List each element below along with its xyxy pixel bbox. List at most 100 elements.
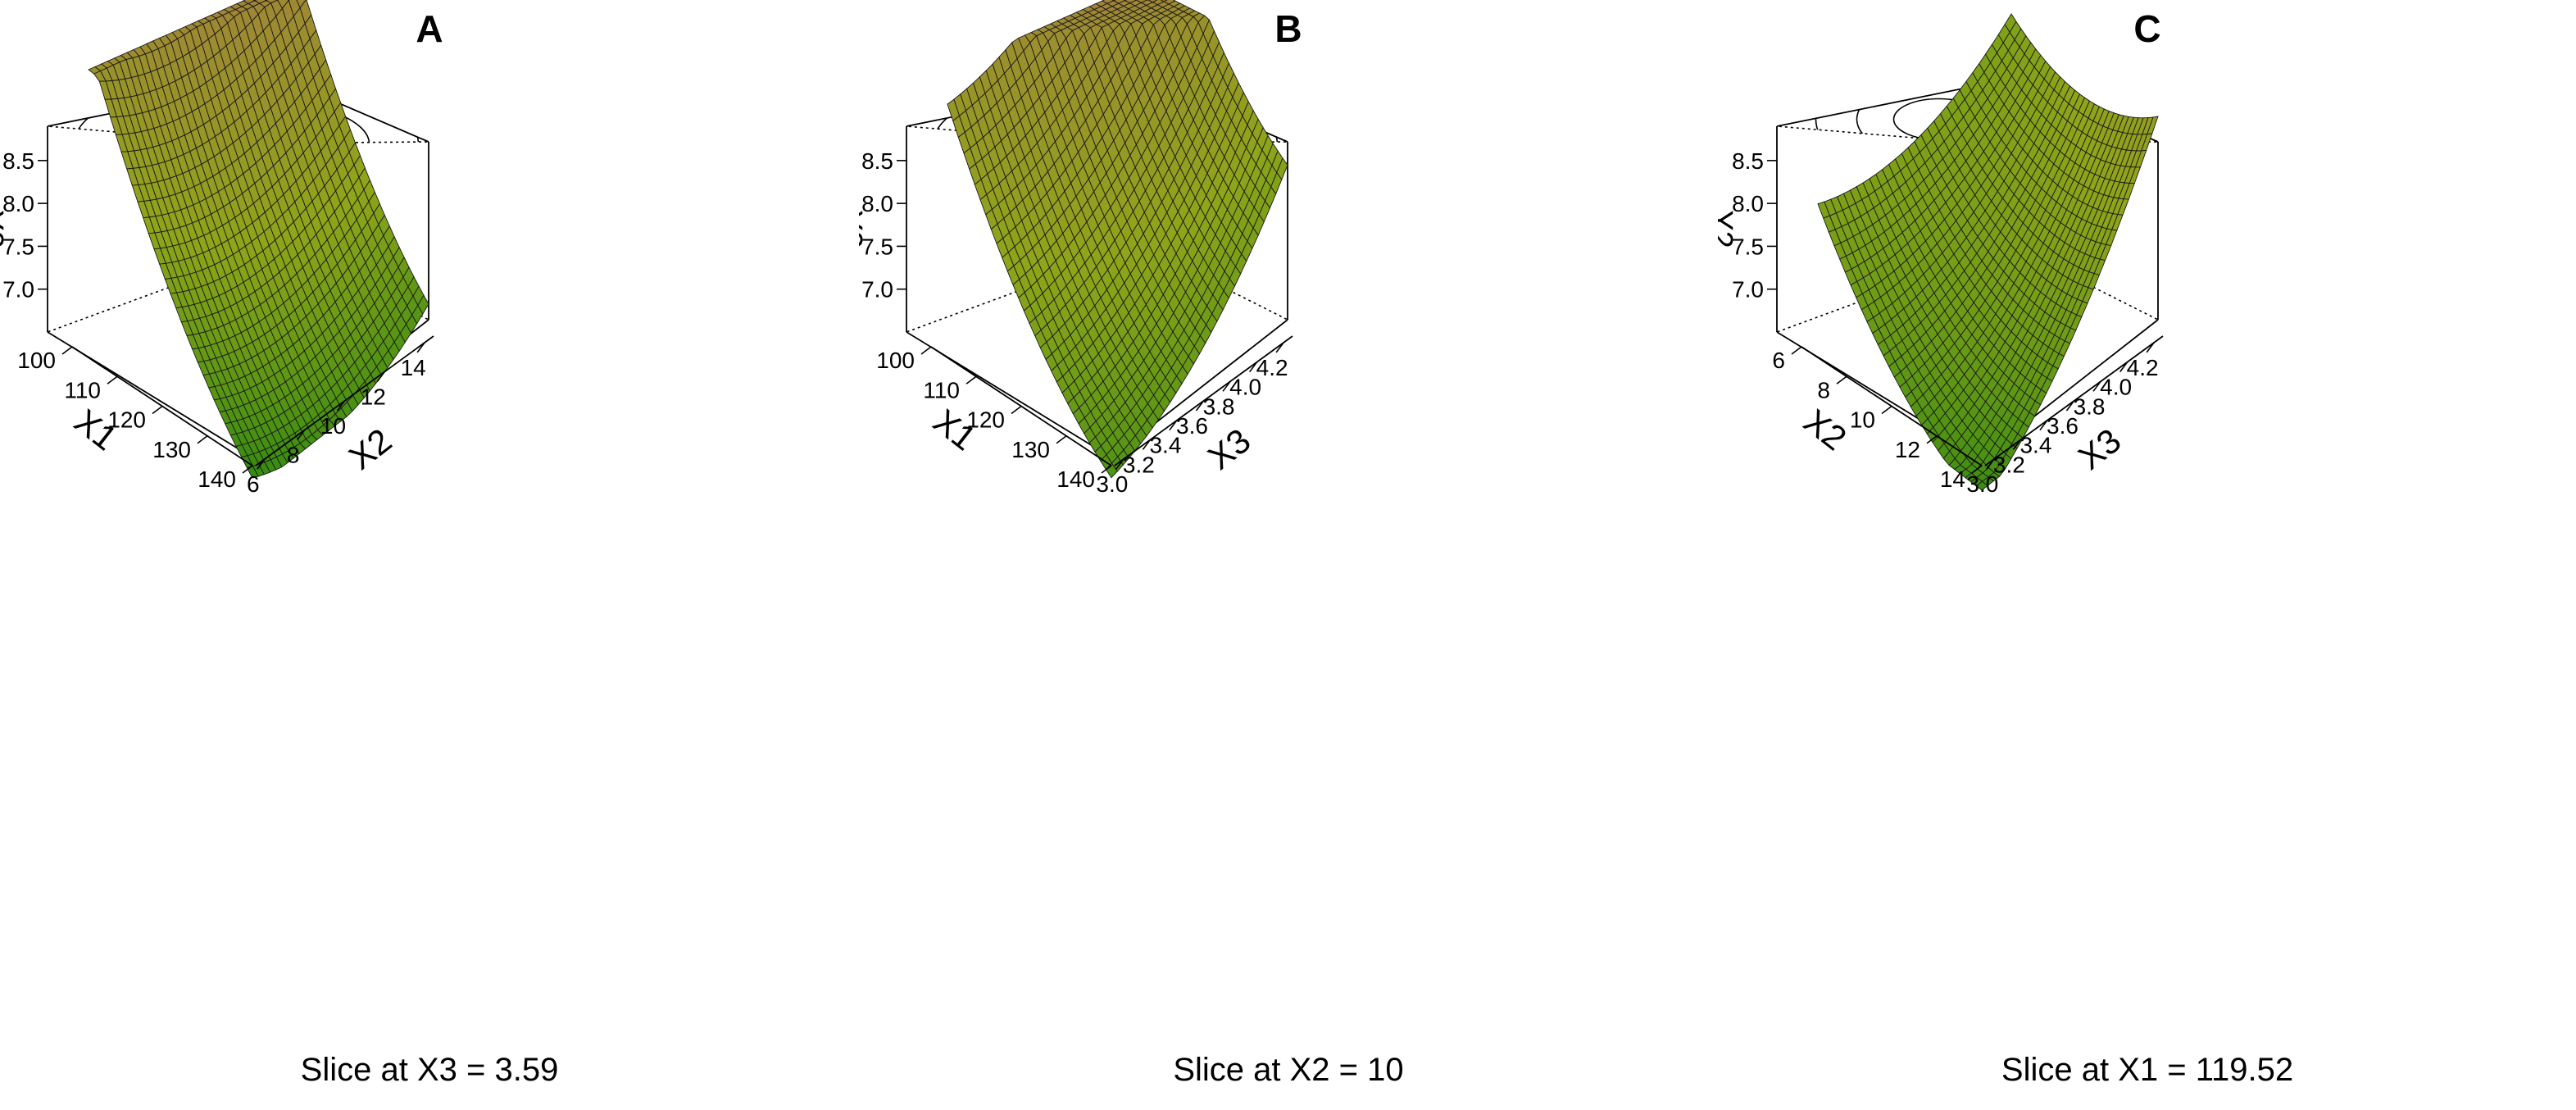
x-tick [1971,465,1983,474]
surface-cell [246,466,259,479]
y-tick-label: 3.6 [2047,413,2079,439]
y-tick-label: 3.4 [2019,433,2051,458]
y-tick [257,458,266,470]
y-axis-label: X3 [2071,421,2128,477]
y-tick-label: 3.2 [1123,452,1155,477]
panel-c: C 7.0 7.5 8.0 8.5 Y2 6 8 10 12 14 X2 3.0 3.2 3.4 3.6 3.… [1718,0,2576,1110]
panel-a: A 7.0 7.5 8.0 8.5 Y2 100 110 120 130 140 X1 6 8 10 12 1… [0,0,859,1110]
y-tick-label: 8 [287,443,300,468]
x-tick [242,465,253,474]
y-tick-label: 3.4 [1149,433,1181,458]
x-tick [920,346,932,355]
x-axis-label: X2 [1797,402,1853,458]
y-tick-label: 3.2 [1993,452,2025,477]
y-tick [1115,458,1124,470]
z-tick-label: 7.5 [1732,234,1764,259]
panel-title: C [2133,7,2161,50]
surface-plot-c: 7.07.58.08.5Y268101214X23.03.23.43.63.84… [1718,13,2164,497]
y-tick [2065,400,2075,412]
z-tick-label: 8.0 [2,191,34,216]
y-tick-label: 12 [361,384,386,409]
z-tick-label: 7.0 [2,277,34,303]
z-axis-label: Y2 [0,210,9,248]
z-tick-label: 7.5 [861,234,893,259]
x-tick-label: 10 [1850,407,1875,433]
surface [947,0,1288,479]
x-tick [197,435,208,444]
x-tick [965,375,977,384]
surface-cell [1975,480,1988,491]
x-tick [1881,405,1892,415]
z-axis-label: Y2 [1718,210,1738,248]
x-tick-label: 100 [17,348,56,373]
surface-plot-a: 7.07.58.08.5Y2100110120130140X168101214X… [0,0,434,497]
z-tick-label: 7.0 [1732,277,1764,303]
y-tick [2146,342,2155,353]
panel-b: B 7.0 7.5 8.0 8.5 Y2 100 110 120 130 140 X1 3.0 3.2 3… [859,0,1718,1110]
axes: 7.07.58.08.5Y268101214X23.03.23.43.63.84… [1718,148,2164,497]
y-tick-label: 10 [320,413,346,439]
z-tick-label: 7.5 [2,234,34,259]
y-tick [2012,439,2022,450]
y-tick [1248,362,1258,373]
y-tick [376,371,385,382]
slice-caption: Slice at X2 = 10 [1173,1052,1404,1088]
x-tick [152,405,163,415]
y-tick-label: 3.0 [1096,471,1128,497]
y-tick-label: 6 [247,471,260,497]
x-tick-label: 14 [1940,466,1965,492]
z-tick-label: 8.5 [2,148,34,174]
y-tick-label: 3.0 [1966,471,1998,497]
y-tick-label: 4.0 [2100,375,2132,400]
y-tick [1142,439,1152,450]
x-tick-label: 110 [923,377,960,403]
y-tick-label: 3.8 [1203,394,1235,419]
y-tick [2092,380,2101,392]
y-tick [2039,420,2048,431]
y-axis-label: X3 [1201,421,1257,477]
y-tick [1986,458,1995,470]
x-tick-label: 120 [966,407,1005,433]
x-tick-label: 140 [1056,466,1095,492]
y-tick [336,400,346,412]
x-tick [1101,465,1112,474]
y-tick-label: 14 [401,355,426,380]
y-tick [1195,400,1205,412]
z-tick-label: 8.0 [1732,191,1764,216]
surface [1817,13,2159,491]
surface [88,0,429,479]
y-tick-label: 3.8 [2074,394,2106,419]
x-tick [1011,405,1022,415]
y-tick-label: 4.0 [1229,375,1261,400]
x-tick-label: 12 [1895,437,1920,462]
z-tick-label: 8.5 [861,148,893,174]
y-tick [297,430,306,441]
x-tick [61,346,73,355]
x-tick [1791,346,1802,355]
z-tick-label: 8.0 [861,191,893,216]
slice-caption: Slice at X1 = 119.52 [2001,1052,2294,1088]
x-tick-label: 120 [107,407,146,433]
x-tick-label: 130 [1011,437,1050,462]
slice-caption: Slice at X3 = 3.59 [300,1052,559,1088]
z-tick-label: 7.0 [861,277,893,303]
x-tick-label: 110 [64,377,101,403]
x-tick-label: 140 [198,466,236,492]
panel-title: A [416,7,443,50]
x-tick-label: 100 [876,348,915,373]
x-tick [107,375,118,384]
y-tick-label: 3.6 [1176,413,1208,439]
surface-plot-b: 7.07.58.08.5Y2100110120130140X13.03.23.4… [859,0,1293,497]
x-tick [1056,435,1067,444]
y-axis-label: X2 [342,421,398,477]
z-tick-label: 8.5 [1732,148,1764,174]
y-tick [416,342,425,353]
y-tick [2119,362,2128,373]
y-tick [1169,420,1178,431]
x-tick [1926,435,1938,444]
y-tick-label: 4.2 [1256,355,1288,380]
x-tick [1836,375,1847,384]
z-axis-label: Y2 [859,210,868,248]
x-tick-label: 8 [1817,377,1830,403]
